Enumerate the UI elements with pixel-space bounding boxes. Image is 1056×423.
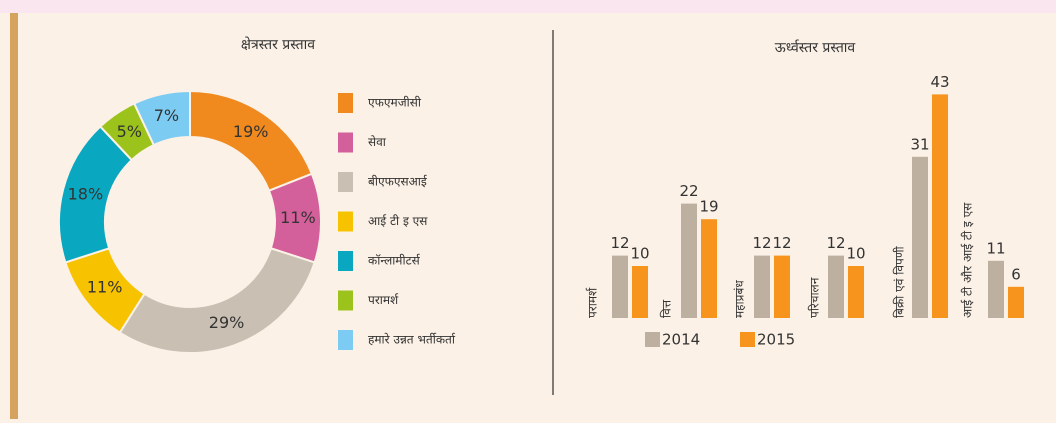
category-label: बिक्री एवं विपणी <box>893 246 907 318</box>
bar <box>774 255 790 318</box>
category-label: वित्त <box>660 299 674 318</box>
legend-swatch <box>338 132 353 153</box>
value-label: 6 <box>1011 265 1021 283</box>
bar <box>932 94 948 319</box>
bar <box>828 255 844 318</box>
value-label: 22 <box>679 182 698 200</box>
segment-label: 19% <box>233 122 269 141</box>
segment-label: 18% <box>68 185 104 204</box>
value-label: 12 <box>772 234 791 252</box>
top-strip <box>0 0 1056 13</box>
value-label: 12 <box>752 234 771 252</box>
value-label: 19 <box>699 198 718 216</box>
legend-label: हमारे उन्नत भर्तीकर्ता <box>368 333 456 347</box>
legend-swatch <box>338 290 353 311</box>
bar <box>848 266 864 318</box>
legend-swatch <box>338 93 353 113</box>
donut-segment <box>118 247 316 354</box>
segment-label: 5% <box>117 122 142 141</box>
segment-label: 11% <box>280 208 316 227</box>
bar <box>912 156 928 318</box>
category-label: परिचालन <box>808 277 822 318</box>
bar <box>612 255 628 318</box>
legend-label: एफएमजीसी <box>368 96 422 110</box>
bar <box>681 203 697 318</box>
legend-swatch <box>338 211 353 232</box>
legend-label: आई टी इ एस <box>368 214 428 228</box>
bar <box>701 219 717 318</box>
bar-title: ऊर्ध्वस्तर प्रस्ताव <box>775 39 856 56</box>
category-label: आई टी और आई टी इ एस <box>961 202 975 318</box>
bar <box>632 266 648 318</box>
value-label: 12 <box>826 234 845 252</box>
segment-label: 29% <box>209 313 245 332</box>
legend-swatch <box>338 251 353 271</box>
legend-label: 2014 <box>662 331 700 349</box>
legend-label: कॉन्लामीटर्स <box>368 254 421 268</box>
category-label: परामर्श <box>586 287 600 318</box>
legend-swatch <box>338 172 353 192</box>
category-label: महाप्रबंध <box>733 280 747 318</box>
value-label: 10 <box>630 245 649 263</box>
left-border <box>10 13 18 419</box>
segment-label: 7% <box>154 106 179 125</box>
donut-segment <box>132 89 191 147</box>
legend-label: बीएफएसआई <box>368 175 428 189</box>
legend-swatch <box>645 332 660 347</box>
bar <box>754 255 770 318</box>
value-label: 11 <box>986 239 1005 257</box>
legend-swatch <box>740 332 755 347</box>
legend-swatch <box>338 330 353 350</box>
value-label: 43 <box>930 73 949 91</box>
value-label: 31 <box>910 135 929 153</box>
donut-title: क्षेत्रस्तर प्रस्ताव <box>241 36 315 53</box>
bar <box>1008 286 1024 318</box>
value-label: 12 <box>610 234 629 252</box>
legend-label: 2015 <box>757 331 795 349</box>
legend-label: परामर्श <box>368 293 399 307</box>
bar <box>988 260 1004 318</box>
segment-label: 11% <box>87 278 123 297</box>
value-label: 10 <box>846 245 865 263</box>
legend-label: सेवा <box>368 135 387 149</box>
